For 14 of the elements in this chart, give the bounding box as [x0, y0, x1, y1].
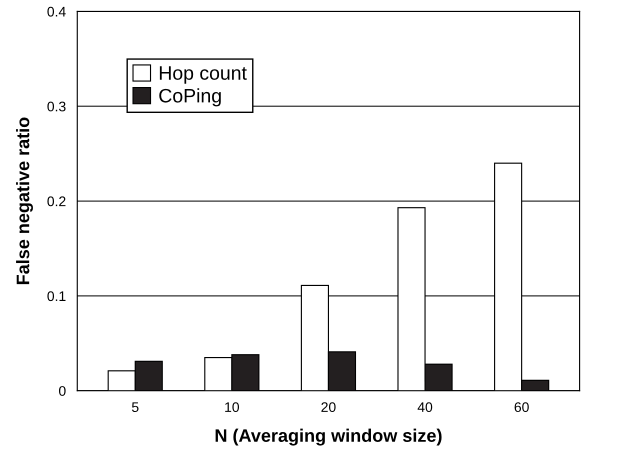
- legend-label: CoPing: [159, 88, 221, 106]
- y-tick-label: 0.4: [47, 6, 66, 17]
- y-tick-label: 0.1: [47, 291, 66, 302]
- x-tick-label: 20: [321, 402, 336, 412]
- x-tick-label: 60: [514, 402, 529, 412]
- y-tick-label: 0.2: [47, 196, 66, 206]
- y-tick-label: 0: [58, 386, 66, 396]
- y-tick-label: 0.3: [47, 102, 66, 112]
- x-tick-label: 40: [418, 402, 432, 412]
- legend-label: Hop count: [160, 66, 247, 84]
- y-axis-title: False negative ratio: [16, 117, 33, 284]
- x-tick-label: 10: [225, 402, 240, 412]
- x-tick-label: 5: [132, 402, 139, 412]
- x-axis-title: N (Averaging window size): [216, 428, 442, 446]
